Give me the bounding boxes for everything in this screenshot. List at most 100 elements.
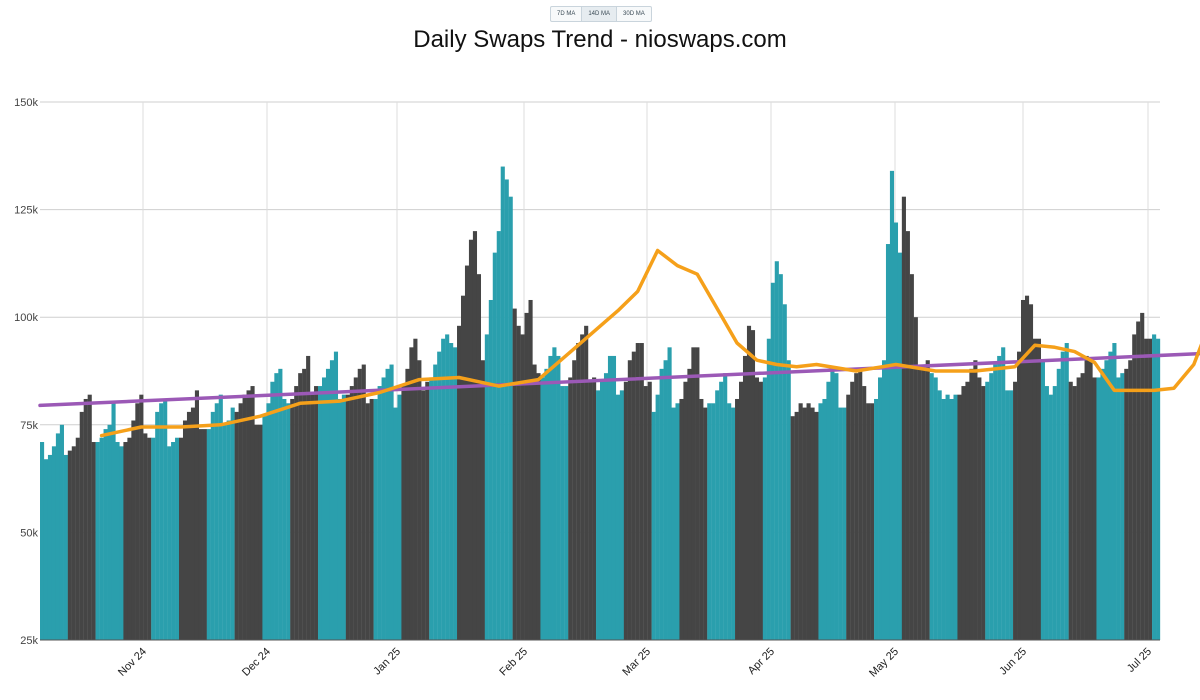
bar (119, 446, 124, 640)
bar (107, 424, 112, 640)
bar (389, 364, 394, 640)
bar (866, 403, 871, 640)
bar (1084, 355, 1089, 640)
bar (576, 343, 581, 640)
bar (218, 394, 223, 640)
bar (433, 364, 438, 640)
bar (750, 330, 756, 640)
bar (778, 274, 783, 640)
bar (989, 373, 994, 640)
bar (1032, 338, 1038, 640)
bar (1020, 299, 1026, 640)
bar (83, 398, 88, 640)
bar (246, 390, 251, 640)
bar (727, 403, 732, 640)
bar (496, 231, 501, 640)
bar (985, 381, 990, 640)
bar (870, 403, 875, 640)
bar (679, 398, 684, 640)
bar (111, 403, 116, 640)
bar (171, 442, 176, 640)
bar (878, 377, 883, 640)
bar (175, 437, 180, 640)
ma-30d-button[interactable]: 30D MA (623, 11, 645, 17)
ma-14d-button[interactable]: 14D MA (582, 7, 618, 21)
bar (445, 334, 450, 640)
bar (67, 450, 72, 640)
bar (405, 368, 410, 640)
bar (437, 351, 442, 640)
bar (1144, 338, 1149, 640)
bar (528, 299, 533, 640)
bar (337, 398, 342, 640)
bar (413, 338, 418, 640)
bar (103, 429, 108, 640)
x-tick-label: Jul 25 (1125, 646, 1154, 675)
bars-layer (40, 166, 1161, 641)
y-tick-label: 125k (14, 205, 38, 217)
bar (429, 377, 434, 640)
bar (361, 364, 366, 640)
y-tick-label: 25k (20, 635, 38, 647)
bar (1156, 338, 1161, 640)
bar (127, 437, 132, 640)
bar (393, 407, 398, 640)
y-tick-label: 75k (20, 420, 38, 432)
bar (1148, 338, 1153, 640)
bar (600, 381, 605, 640)
bar (349, 386, 354, 640)
bar (770, 282, 775, 640)
bar (961, 386, 966, 640)
bar (464, 265, 470, 640)
bar (572, 360, 577, 640)
bar (206, 429, 211, 640)
moving-average-toggle-group: 7D MA 14D MA 30D MA (550, 6, 652, 22)
bar (532, 364, 537, 640)
bar (325, 368, 331, 640)
bar (1060, 351, 1065, 640)
bar (59, 424, 64, 640)
x-tick-label: Feb 25 (497, 646, 530, 679)
bar (95, 442, 100, 640)
bar (159, 403, 164, 640)
bar (524, 312, 529, 640)
bar (290, 398, 295, 640)
x-tick-label: Jun 25 (997, 646, 1029, 678)
bar (409, 347, 414, 640)
bar (385, 368, 390, 640)
bar (655, 394, 660, 640)
bar (381, 377, 386, 640)
bar (460, 295, 466, 640)
y-tick-label: 100k (14, 312, 38, 324)
bar (1120, 373, 1125, 640)
x-tick-label: Nov 24 (116, 646, 149, 679)
bar (345, 394, 350, 640)
bar (802, 407, 807, 640)
bar (671, 407, 676, 640)
bar (1052, 386, 1057, 640)
x-tick-label: Dec 24 (240, 646, 273, 679)
bar (1056, 368, 1061, 640)
bar (266, 403, 271, 640)
bar (1088, 360, 1093, 640)
bar (556, 355, 561, 640)
bar (782, 304, 787, 640)
bar (1080, 373, 1085, 640)
bar (981, 386, 986, 640)
bar (1024, 295, 1030, 640)
bar (885, 244, 891, 641)
bar (520, 334, 525, 640)
bar (937, 390, 942, 640)
bar (131, 420, 136, 640)
bar (715, 390, 720, 640)
bar (663, 360, 668, 640)
bar (377, 386, 382, 640)
bar (55, 433, 61, 640)
bar (862, 386, 867, 640)
bar (774, 261, 779, 640)
bar (1124, 368, 1129, 640)
bar (929, 373, 934, 640)
bar (226, 420, 231, 640)
bar (735, 398, 740, 640)
ma-7d-button[interactable]: 7D MA (551, 7, 583, 21)
